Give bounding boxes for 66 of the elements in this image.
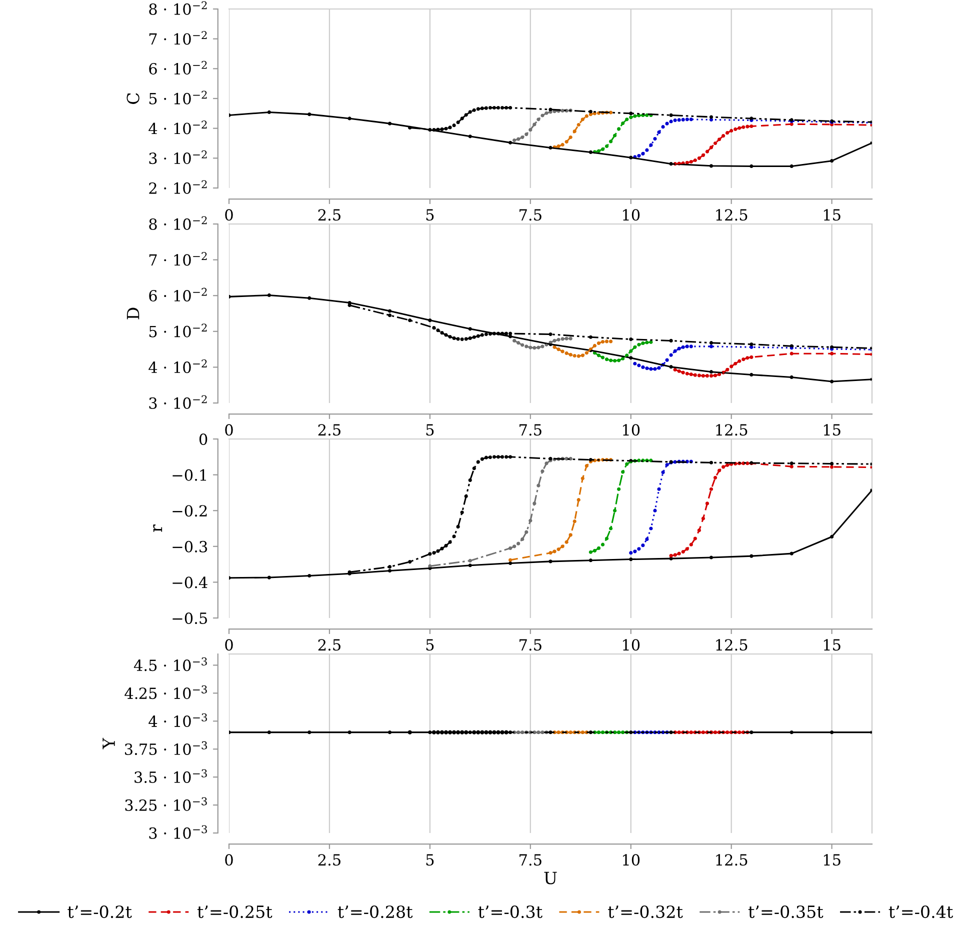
x-tick-label: 12.5 (716, 854, 748, 866)
x-axis-title: U (544, 872, 557, 884)
legend-label: t’=-0.25t (197, 905, 272, 918)
y-tick-label: −0.3 (172, 540, 208, 552)
x-tick-label: 10 (623, 424, 640, 436)
x-tick-label: 2.5 (318, 424, 340, 436)
y-tick-label: 3 · 10$^{−2}$ (149, 150, 207, 164)
y-tick-label: 8 · 10$^{−2}$ (149, 216, 207, 230)
x-tick-label: 5 (426, 209, 434, 221)
x-tick-label: 0 (225, 424, 233, 436)
y-axis-title: r (153, 524, 162, 532)
x-tick-label: 2.5 (318, 639, 340, 651)
y-tick-label: −0.5 (172, 612, 207, 624)
x-tick-label: 7.5 (520, 424, 542, 436)
y-tick-label: 3.25 · 10$^{−3}$ (125, 797, 207, 811)
legend-label: t’=-0.32t (608, 905, 683, 918)
y-tick-label: 5 · 10$^{−2}$ (149, 90, 207, 104)
y-tick-label: 4 · 10$^{−3}$ (148, 713, 207, 728)
y-tick-label: 0 (199, 433, 208, 446)
x-tick-label: 7.5 (520, 854, 542, 866)
y-tick-label: −0.4 (172, 576, 208, 588)
y-tick-label: 3.5 · 10$^{−3}$ (134, 769, 207, 783)
x-tick-label: 10 (623, 209, 640, 221)
x-tick-label: 0 (225, 854, 233, 866)
y-tick-label: 6 · 10$^{−2}$ (149, 288, 207, 302)
x-tick-label: 15 (824, 854, 840, 866)
legend-label: t’=-0.3t (478, 905, 542, 918)
y-tick-label: 5 · 10$^{−2}$ (149, 324, 207, 338)
y-tick-label: 4 · 10$^{−2}$ (148, 359, 207, 374)
x-tick-label: 0 (225, 209, 233, 221)
y-tick-label: 3 · 10$^{−3}$ (149, 825, 207, 839)
legend-label: t’=-0.28t (338, 905, 413, 918)
legend-label: t’=-0.2t (68, 905, 132, 918)
y-tick-label: 7 · 10$^{−2}$ (149, 31, 207, 45)
y-tick-label: 8 · 10$^{−2}$ (149, 1, 207, 15)
x-tick-label: 5 (426, 639, 434, 651)
x-tick-label: 15 (824, 209, 840, 221)
x-tick-label: 15 (824, 424, 840, 436)
x-tick-label: 2.5 (318, 854, 340, 866)
x-tick-label: 2.5 (318, 209, 340, 221)
y-axis-title: Y (102, 738, 115, 750)
x-tick-label: 12.5 (716, 209, 748, 221)
y-tick-label: 4 · 10$^{−2}$ (148, 120, 207, 134)
x-tick-label: 10 (623, 854, 640, 866)
legend-label: t’=-0.35t (748, 905, 824, 918)
y-tick-label: 4.5 · 10$^{−3}$ (134, 657, 207, 672)
y-tick-label: 6 · 10$^{−2}$ (149, 60, 207, 75)
y-tick-label: 3.75 · 10$^{−3}$ (125, 741, 207, 756)
y-tick-label: 4.25 · 10$^{−3}$ (124, 685, 207, 700)
x-tick-label: 7.5 (520, 209, 542, 221)
y-tick-label: −0.2 (172, 505, 207, 517)
y-tick-label: 3 · 10$^{−2}$ (149, 395, 207, 409)
x-tick-label: 7.5 (520, 639, 542, 651)
x-tick-label: 10 (623, 639, 640, 651)
y-tick-label: 2 · 10$^{−2}$ (149, 180, 207, 194)
x-tick-label: 15 (824, 639, 840, 651)
legend-label: t’=-0.4t (888, 905, 954, 918)
x-tick-label: 12.5 (716, 639, 748, 651)
y-axis-title: C (126, 93, 140, 104)
x-tick-label: 5 (426, 854, 434, 866)
x-tick-label: 12.5 (716, 424, 748, 436)
x-tick-label: 0 (225, 639, 233, 651)
y-axis-title: D (126, 308, 140, 320)
y-tick-label: −0.1 (172, 469, 206, 481)
x-tick-label: 5 (426, 424, 434, 436)
y-tick-label: 7 · 10$^{−2}$ (149, 252, 207, 266)
